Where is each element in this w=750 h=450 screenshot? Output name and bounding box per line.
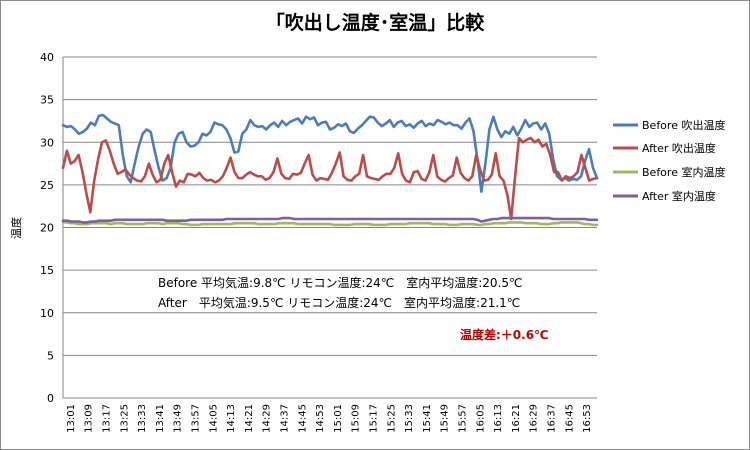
y-tick-label: 30 [40,136,54,149]
annotations: Before 平均気温:9.8℃ リモコン温度:24℃ 室内平均温度:20.5℃… [158,275,549,342]
x-tick-label: 13:17 [102,404,113,433]
x-tick-label: 14:21 [244,404,255,433]
series-line-4 [61,216,599,224]
axes [62,57,597,399]
x-tick-label: 15:25 [386,404,397,433]
x-tick-label: 15:41 [422,404,433,433]
legend-label-2: After 吹出温度 [642,141,716,155]
legend: Before 吹出温度 After 吹出温度 Before 室内温度 After 室内… [613,118,725,203]
x-tick-label: 16:37 [547,404,558,433]
series-line-3 [61,221,599,227]
x-tick-label: 16:05 [475,404,486,433]
x-tick-label: 14:13 [226,404,237,433]
x-tick-label: 13:25 [119,404,130,433]
x-tick-label: 15:49 [440,404,451,433]
x-tick-label: 16:29 [529,404,540,433]
x-tick-label: 14:53 [315,404,326,433]
x-tick-label: 15:57 [458,404,469,433]
y-tick-label: 25 [40,179,54,192]
x-tick-label: 13:57 [191,404,202,433]
x-tick-label: 13:09 [84,404,95,433]
y-tick-label: 35 [40,94,54,107]
x-tick-label: 15:01 [333,404,344,433]
y-tick-label: 15 [40,264,54,277]
annotation-3: 温度差:＋0.6℃ [460,327,549,342]
x-tick-label: 13:49 [173,404,184,433]
x-tick-label: 16:53 [582,404,593,433]
x-tick-label: 16:45 [564,404,575,433]
x-tick-label: 15:33 [404,404,415,433]
x-tick-label: 14:29 [262,404,273,433]
x-tick-label: 15:17 [369,404,380,433]
y-tick-labels: 0 5 10 15 20 25 30 35 40 [40,51,54,405]
x-tick-label: 14:45 [297,404,308,433]
x-tick-labels: 13:01 13:09 13:17 13:25 13:33 13:41 13:49 13:57… [66,404,593,433]
gridlines [63,56,597,399]
y-tick-label: 40 [40,51,54,64]
annotation-1: Before 平均気温:9.8℃ リモコン温度:24℃ 室内平均温度:20.5℃ [158,275,523,290]
y-tick-label: 20 [40,222,54,235]
legend-label-1: Before 吹出温度 [642,118,725,132]
x-tick-label: 13:41 [155,404,166,433]
series-line-1 [61,113,599,193]
x-tick-label: 15:09 [351,404,362,433]
series-line-2 [61,136,599,221]
y-tick-label: 5 [47,349,54,362]
legend-label-3: Before 室内温度 [642,165,725,179]
y-tick-label: 0 [47,392,54,405]
x-tick-label: 16:21 [511,404,522,433]
x-tick-label: 13:33 [137,404,148,433]
chart-title: 「吹出し温度･室温」比較 [265,12,485,34]
x-tick-label: 14:05 [208,404,219,433]
x-tick-label: 13:01 [66,404,77,433]
y-tick-label: 10 [40,307,54,320]
series-lines [61,113,599,227]
y-axis-label: 温度 [9,217,23,239]
annotation-2: After 平均気温:9.5℃ リモコン温度:24℃ 室内平均温度:21.1℃ [158,295,520,310]
x-tick-label: 14:37 [280,404,291,433]
legend-label-4: After 室内温度 [642,189,716,203]
x-tick-label: 16:13 [493,404,504,433]
